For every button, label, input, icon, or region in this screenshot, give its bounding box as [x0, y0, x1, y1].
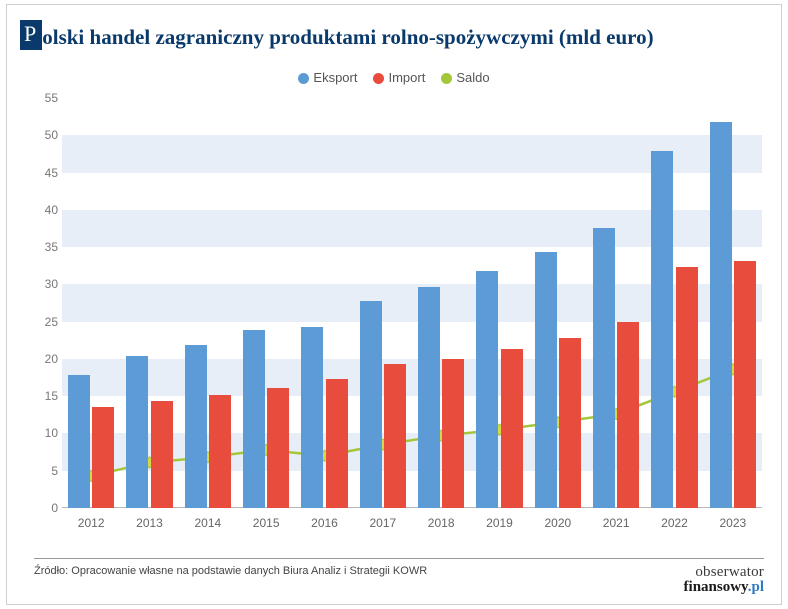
y-tick-label: 5	[30, 464, 58, 478]
x-tick-label: 2014	[194, 516, 221, 530]
y-tick-label: 30	[30, 277, 58, 291]
source-body: Opracowanie własne na podstawie danych B…	[71, 565, 427, 577]
chart-footer: Źródło: Opracowanie własne na podstawie …	[34, 558, 764, 595]
legend-item: Saldo	[441, 70, 489, 85]
title-boxed-letter: P	[20, 20, 42, 50]
x-tick-label: 2023	[719, 516, 746, 530]
x-tick-label: 2022	[661, 516, 688, 530]
bar-import	[326, 379, 348, 508]
y-tick-label: 50	[30, 128, 58, 142]
bar-import	[734, 261, 756, 508]
bar-eksport	[301, 327, 323, 508]
bar-import	[501, 349, 523, 508]
x-tick-label: 2017	[369, 516, 396, 530]
legend-dot-icon	[373, 73, 384, 84]
bar-eksport	[651, 151, 673, 508]
legend-label: Saldo	[456, 70, 489, 85]
y-tick-label: 0	[30, 501, 58, 515]
bar-eksport	[535, 252, 557, 508]
bar-eksport	[710, 122, 732, 508]
bar-import	[384, 364, 406, 508]
y-tick-label: 15	[30, 389, 58, 403]
x-tick-label: 2015	[253, 516, 280, 530]
x-tick-label: 2018	[428, 516, 455, 530]
brand-top: obserwator	[684, 565, 764, 580]
source-prefix: Źródło:	[34, 565, 71, 577]
x-tick-label: 2019	[486, 516, 513, 530]
bar-eksport	[360, 301, 382, 508]
source-text: Źródło: Opracowanie własne na podstawie …	[34, 565, 427, 577]
y-tick-label: 35	[30, 240, 58, 254]
y-tick-label: 40	[30, 203, 58, 217]
legend-item: Eksport	[298, 70, 357, 85]
bar-import	[559, 338, 581, 508]
bar-eksport	[476, 271, 498, 508]
bar-eksport	[593, 228, 615, 508]
legend-label: Import	[388, 70, 425, 85]
legend-item: Import	[373, 70, 425, 85]
brand-logo: obserwator finansowy.pl	[684, 565, 764, 595]
brand-bottom: finansowy.pl	[684, 580, 764, 595]
bar-eksport	[126, 356, 148, 508]
x-tick-label: 2013	[136, 516, 163, 530]
legend-dot-icon	[441, 73, 452, 84]
chart-plot-area: 0510152025303540455055201220132014201520…	[62, 98, 762, 508]
x-tick-label: 2012	[78, 516, 105, 530]
bar-import	[676, 267, 698, 508]
brand-suffix: .pl	[748, 579, 764, 595]
chart-title: Polski handel zagraniczny produktami rol…	[20, 20, 768, 50]
y-tick-label: 25	[30, 315, 58, 329]
bar-eksport	[185, 345, 207, 508]
bar-import	[617, 322, 639, 508]
legend-label: Eksport	[313, 70, 357, 85]
bar-eksport	[418, 287, 440, 508]
bar-eksport	[68, 375, 90, 508]
bar-import	[442, 359, 464, 508]
bar-eksport	[243, 330, 265, 508]
bar-import	[267, 388, 289, 508]
y-tick-label: 55	[30, 91, 58, 105]
y-tick-label: 20	[30, 352, 58, 366]
brand-bottom-main: finansowy	[684, 579, 748, 595]
y-tick-label: 45	[30, 166, 58, 180]
bar-import	[92, 407, 114, 508]
x-tick-label: 2016	[311, 516, 338, 530]
title-text: olski handel zagraniczny produktami roln…	[42, 25, 653, 49]
legend-dot-icon	[298, 73, 309, 84]
bar-import	[151, 401, 173, 508]
bar-import	[209, 395, 231, 508]
x-tick-label: 2021	[603, 516, 630, 530]
y-tick-label: 10	[30, 426, 58, 440]
x-tick-label: 2020	[544, 516, 571, 530]
chart-legend: Eksport Import Saldo	[0, 70, 788, 85]
